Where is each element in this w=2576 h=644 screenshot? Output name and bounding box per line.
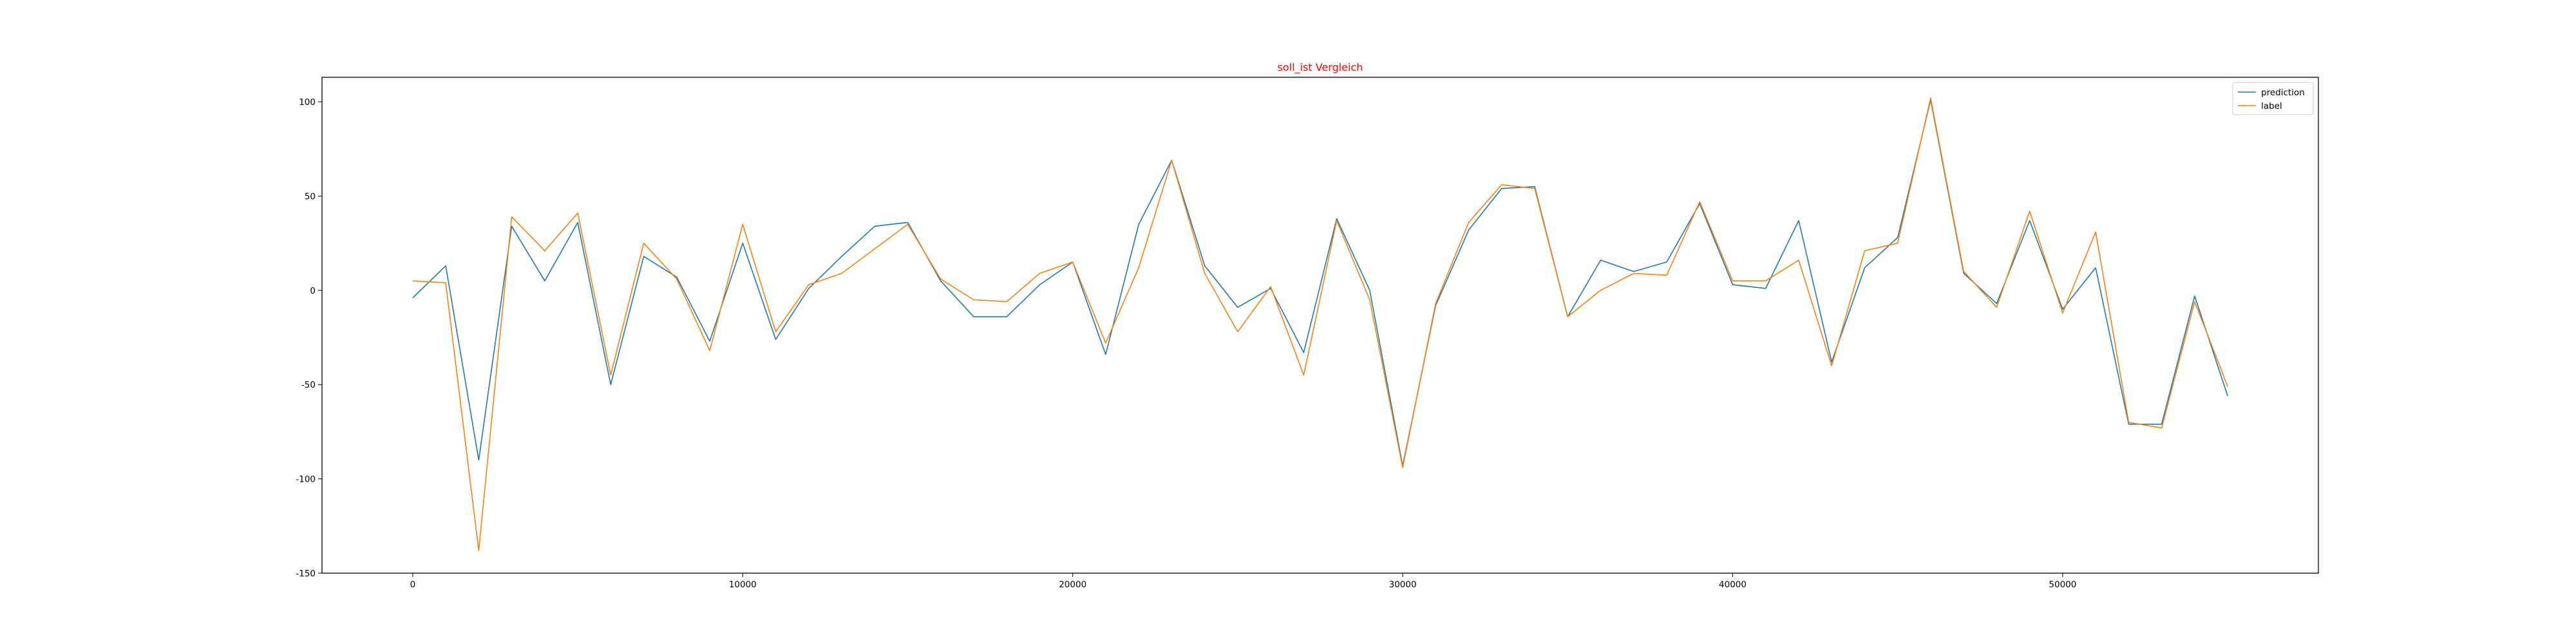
x-tick-label: 50000 <box>2049 580 2076 590</box>
legend-box <box>2232 82 2314 115</box>
y-tick-label: 50 <box>305 191 316 202</box>
legend-label-label: label <box>2261 101 2282 111</box>
legend-label-prediction: prediction <box>2261 88 2305 98</box>
x-tick-label: 10000 <box>729 580 757 590</box>
y-tick-label: 100 <box>299 97 316 108</box>
axes-ticks: 0 10000 20000 30000 40000 50000 -150 -100 -50 0 50… <box>296 97 2076 590</box>
x-tick-label: 30000 <box>1389 580 1417 590</box>
y-tick-label: -100 <box>296 475 316 485</box>
series-lines <box>412 97 2228 551</box>
x-tick-label: 40000 <box>1719 580 1747 590</box>
legend: prediction label <box>2232 82 2314 115</box>
x-tick-label: 0 <box>410 580 416 590</box>
chart-title: soll_ist Vergleich <box>1278 61 1363 74</box>
y-tick-label: -150 <box>296 569 316 579</box>
x-tick-label: 20000 <box>1059 580 1086 590</box>
series-line-label <box>412 97 2228 551</box>
y-tick-label: -50 <box>301 380 316 390</box>
plot-frame <box>321 77 2319 574</box>
y-tick-label: 0 <box>310 286 316 296</box>
